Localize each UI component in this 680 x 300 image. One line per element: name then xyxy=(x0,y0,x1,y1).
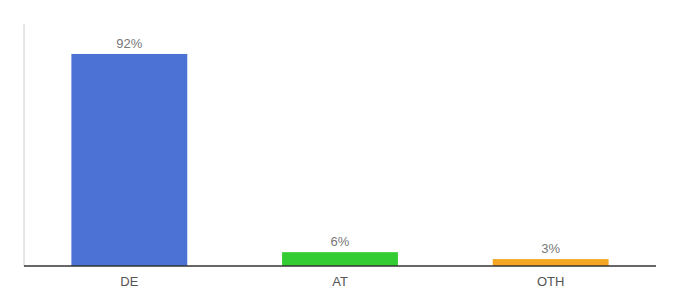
bar xyxy=(493,259,609,266)
plot-area xyxy=(71,54,608,266)
y-axis-line xyxy=(24,24,25,266)
x-axis-line xyxy=(24,265,656,267)
x-tick-label: DE xyxy=(120,274,138,289)
x-tick-label: AT xyxy=(332,274,348,289)
data-label: 6% xyxy=(331,234,350,249)
x-tick-label: OTH xyxy=(537,274,564,289)
bar xyxy=(282,252,398,266)
data-label: 3% xyxy=(541,241,560,256)
chart-container: 92% 6% 3% DE AT OTH xyxy=(0,0,680,300)
data-label: 92% xyxy=(116,36,142,51)
bar xyxy=(71,54,187,266)
chart-svg: 92% 6% 3% DE AT OTH xyxy=(0,0,680,300)
